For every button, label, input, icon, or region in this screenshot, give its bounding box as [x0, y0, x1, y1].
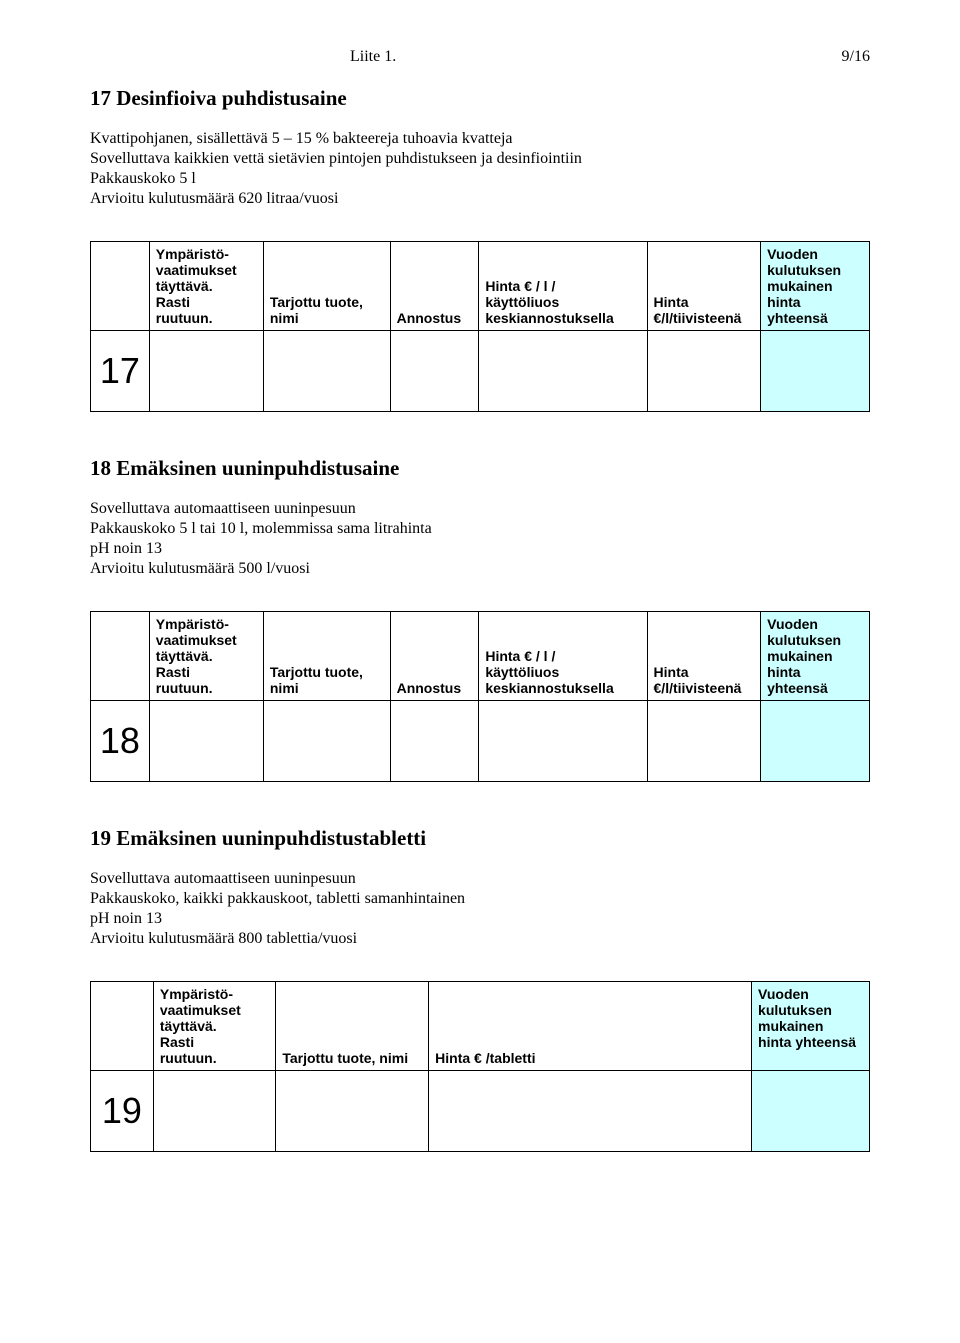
table-19-col-total: Vuoden kulutuksen mukainen hinta yhteens…	[752, 982, 870, 1071]
table-18-col-total: Vuoden kulutuksen mukainen hinta yhteens…	[761, 612, 870, 701]
table-17-col-concentrate: Hinta €/l/tiivisteenä	[647, 242, 761, 331]
table-17-number: 17	[91, 331, 150, 412]
table-19-col-tablet: Hinta € /tabletti	[429, 982, 752, 1071]
table-17-col-total: Vuoden kulutuksen mukainen hinta yhteens…	[761, 242, 870, 331]
table-18-col-concentrate: Hinta €/l/tiivisteenä	[647, 612, 761, 701]
table-17-env-cell[interactable]	[149, 331, 263, 412]
table-19-env-cell[interactable]	[153, 1071, 276, 1152]
section-17-title: 17 Desinfioiva puhdistusaine	[90, 86, 870, 111]
table-17-col-dose: Annostus	[390, 242, 479, 331]
table-18-col-blank	[91, 612, 150, 701]
header-right: 9/16	[842, 48, 870, 66]
table-19-total-cell[interactable]	[752, 1071, 870, 1152]
table-17-product-cell[interactable]	[263, 331, 390, 412]
section-18-title: 18 Emäksinen uuninpuhdistusaine	[90, 456, 870, 481]
table-19-product-cell[interactable]	[276, 1071, 429, 1152]
table-18-col-env: Ympäristö- vaatimukset täyttävä. Rasti r…	[149, 612, 263, 701]
table-19-header-row: Ympäristö- vaatimukset täyttävä. Rasti r…	[91, 982, 870, 1071]
section-18-body: Sovelluttava automaattiseen uuninpesuun …	[90, 499, 870, 579]
table-19-col-blank	[91, 982, 154, 1071]
table-19-number: 19	[91, 1071, 154, 1152]
table-17-priceper-cell[interactable]	[479, 331, 647, 412]
table-19-data-row: 19	[91, 1071, 870, 1152]
table-17-col-priceper: Hinta € / l / käyttöliuos keskiannostuks…	[479, 242, 647, 331]
table-17: Ympäristö- vaatimukset täyttävä. Rasti r…	[90, 241, 870, 412]
table-18-header-row: Ympäristö- vaatimukset täyttävä. Rasti r…	[91, 612, 870, 701]
section-19-title: 19 Emäksinen uuninpuhdistustabletti	[90, 826, 870, 851]
table-19: Ympäristö- vaatimukset täyttävä. Rasti r…	[90, 981, 870, 1152]
table-18-data-row: 18	[91, 701, 870, 782]
table-17-data-row: 17	[91, 331, 870, 412]
section-17-body: Kvattipohjanen, sisällettävä 5 – 15 % ba…	[90, 129, 870, 209]
page-header: Liite 1. 9/16	[90, 48, 870, 66]
table-19-col-env: Ympäristö- vaatimukset täyttävä. Rasti r…	[153, 982, 276, 1071]
table-18-col-product: Tarjottu tuote, nimi	[263, 612, 390, 701]
table-18-product-cell[interactable]	[263, 701, 390, 782]
table-17-dose-cell[interactable]	[390, 331, 479, 412]
table-18: Ympäristö- vaatimukset täyttävä. Rasti r…	[90, 611, 870, 782]
header-center: Liite 1.	[350, 48, 396, 66]
table-18-col-dose: Annostus	[390, 612, 479, 701]
table-17-concentrate-cell[interactable]	[647, 331, 761, 412]
table-18-concentrate-cell[interactable]	[647, 701, 761, 782]
table-17-header-row: Ympäristö- vaatimukset täyttävä. Rasti r…	[91, 242, 870, 331]
table-18-env-cell[interactable]	[149, 701, 263, 782]
table-17-col-env: Ympäristö- vaatimukset täyttävä. Rasti r…	[149, 242, 263, 331]
table-18-total-cell[interactable]	[761, 701, 870, 782]
table-18-dose-cell[interactable]	[390, 701, 479, 782]
table-17-col-blank	[91, 242, 150, 331]
table-18-priceper-cell[interactable]	[479, 701, 647, 782]
section-19-body: Sovelluttava automaattiseen uuninpesuun …	[90, 869, 870, 949]
table-19-col-product: Tarjottu tuote, nimi	[276, 982, 429, 1071]
table-18-number: 18	[91, 701, 150, 782]
table-17-total-cell[interactable]	[761, 331, 870, 412]
table-17-col-product: Tarjottu tuote, nimi	[263, 242, 390, 331]
table-18-col-priceper: Hinta € / l / käyttöliuos keskiannostuks…	[479, 612, 647, 701]
table-19-tablet-cell[interactable]	[429, 1071, 752, 1152]
